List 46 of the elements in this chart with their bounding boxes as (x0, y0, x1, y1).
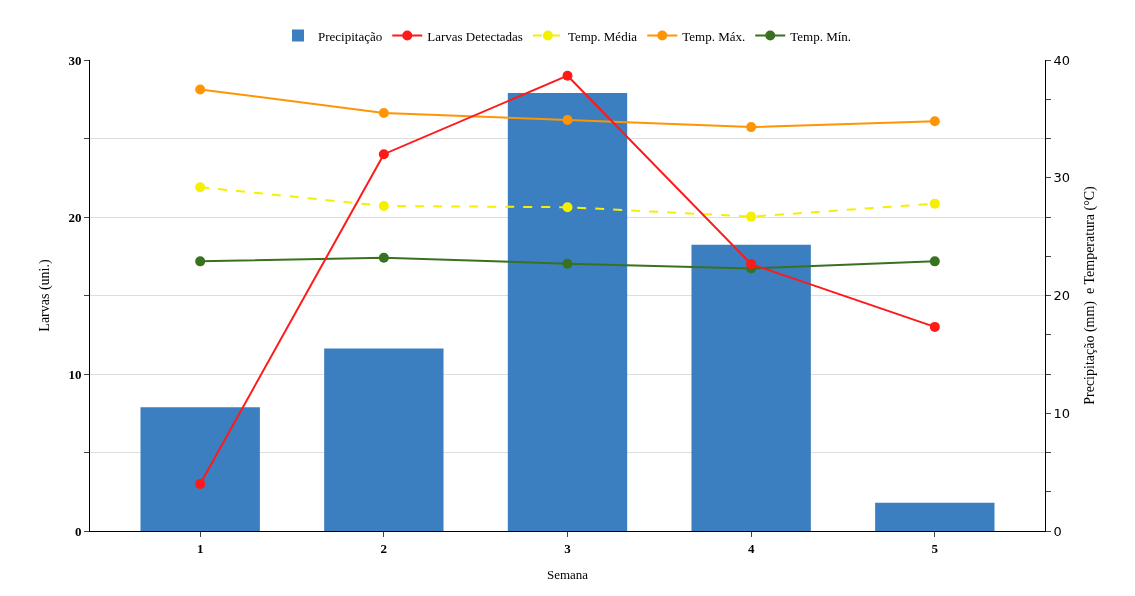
bar (140, 407, 260, 531)
x-tick-label: 3 (564, 540, 572, 556)
legend-label: Temp. Máx. (682, 28, 746, 44)
point (746, 211, 757, 222)
x-tick-label: 4 (747, 540, 755, 556)
y-tick-label: 30 (68, 52, 82, 68)
y-tick-label: 10 (68, 366, 82, 382)
point (929, 321, 940, 332)
x-tick-label: 2 (380, 540, 388, 556)
point (378, 201, 389, 212)
legend-label: Larvas Detectadas (427, 28, 523, 44)
point (562, 202, 573, 213)
point (746, 259, 757, 270)
y2-tick-label: 0 (1053, 523, 1062, 539)
bar (875, 502, 995, 531)
x-tick-label: 1 (196, 540, 204, 556)
y2-tick-label: 40 (1053, 52, 1071, 68)
legend-label: Temp. Mín. (790, 28, 852, 44)
point (929, 198, 940, 209)
point (195, 182, 206, 193)
point (929, 116, 940, 127)
legend-label: Temp. Média (567, 28, 638, 44)
x-axis-title: Semana (546, 567, 589, 583)
y-tick-label: 0 (74, 523, 82, 539)
point (195, 84, 206, 95)
legend-label: Precipitação (318, 28, 383, 44)
point (195, 478, 206, 489)
y2-tick-label: 10 (1053, 405, 1071, 421)
x-tick-label: 5 (931, 540, 939, 556)
y2-axis-title: Precipitação (mm) e Temperatura (°C) (1082, 185, 1099, 405)
point (378, 252, 389, 263)
point (746, 122, 757, 133)
point (562, 70, 573, 81)
y2-tick-label: 20 (1053, 288, 1071, 304)
y-tick-label: 20 (68, 209, 82, 225)
y-axis-title: Larvas (uni.) (37, 259, 53, 332)
point (378, 107, 389, 118)
bar (324, 348, 444, 531)
bar (691, 244, 811, 531)
point (195, 256, 206, 267)
point (378, 149, 389, 160)
bar (507, 92, 628, 531)
point (562, 258, 573, 269)
y2-tick-label: 30 (1053, 170, 1071, 186)
point (562, 115, 573, 126)
point (929, 256, 940, 267)
